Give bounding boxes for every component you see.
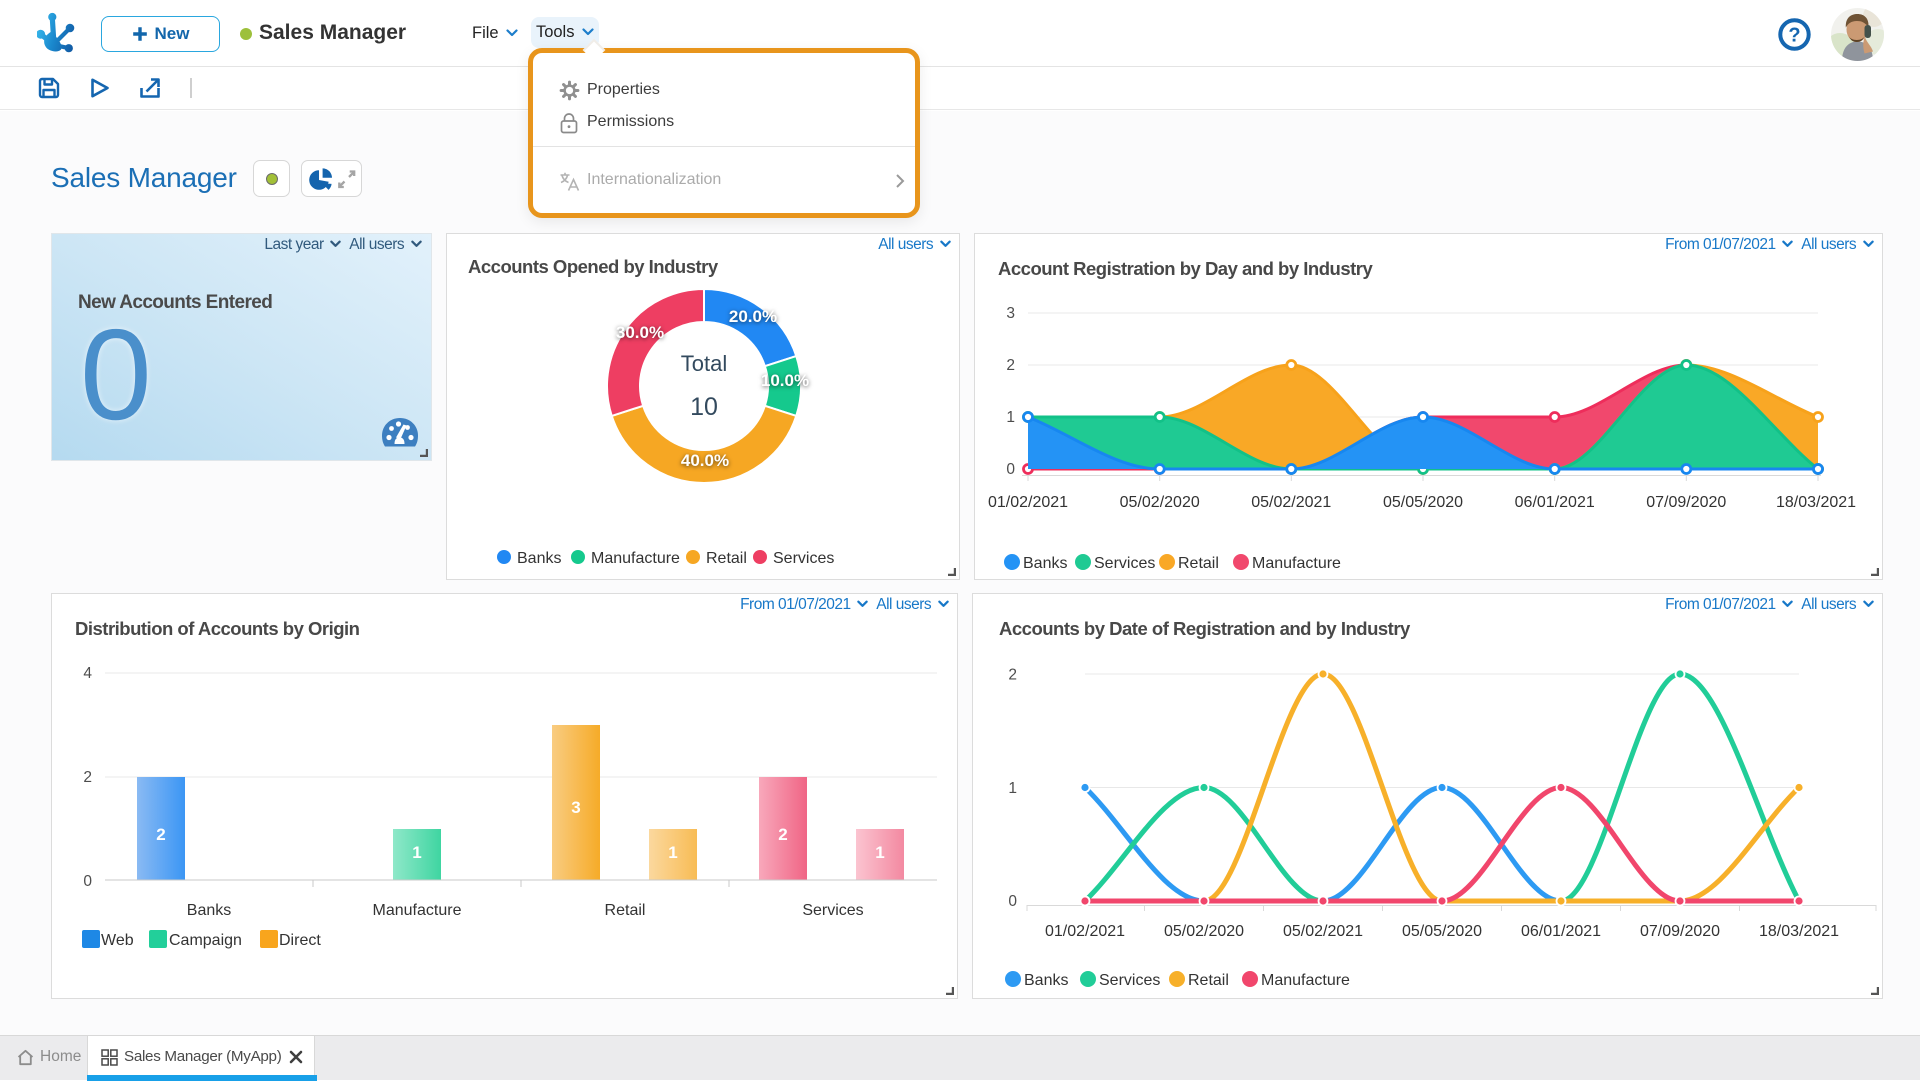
svg-text:01/02/2021: 01/02/2021 [988,494,1068,511]
svg-text:07/09/2020: 07/09/2020 [1646,494,1726,511]
svg-text:05/02/2021: 05/02/2021 [1251,494,1331,511]
svg-text:20.0%: 20.0% [729,307,777,326]
svg-text:Banks: Banks [1023,555,1067,572]
svg-text:1: 1 [1008,780,1017,797]
svg-text:Manufacture: Manufacture [591,550,680,567]
svg-text:18/03/2021: 18/03/2021 [1759,923,1839,940]
svg-text:2: 2 [156,825,165,844]
svg-text:05/05/2020: 05/05/2020 [1383,494,1463,511]
svg-text:18/03/2021: 18/03/2021 [1776,494,1856,511]
svg-text:Retail: Retail [605,902,646,919]
svg-text:Retail: Retail [706,550,747,567]
svg-text:06/01/2021: 06/01/2021 [1521,923,1601,940]
svg-text:2: 2 [1006,357,1015,374]
svg-text:3: 3 [571,798,580,817]
svg-text:1: 1 [412,843,421,862]
svg-text:Retail: Retail [1188,972,1229,989]
svg-text:05/02/2020: 05/02/2020 [1120,494,1200,511]
svg-text:4: 4 [83,665,92,682]
svg-text:10: 10 [690,393,718,421]
svg-text:05/02/2020: 05/02/2020 [1164,923,1244,940]
svg-text:10.0%: 10.0% [761,371,809,390]
svg-text:Web: Web [101,932,134,949]
svg-text:Banks: Banks [1024,972,1068,989]
svg-text:Campaign: Campaign [169,932,242,949]
svg-text:Services: Services [1099,972,1160,989]
svg-text:06/01/2021: 06/01/2021 [1515,494,1595,511]
svg-text:01/02/2021: 01/02/2021 [1045,923,1125,940]
svg-text:Banks: Banks [517,550,561,567]
svg-text:Services: Services [773,550,834,567]
svg-text:0: 0 [1006,461,1015,478]
svg-text:1: 1 [1006,409,1015,426]
svg-text:1: 1 [668,843,677,862]
svg-text:40.0%: 40.0% [681,451,729,470]
svg-text:0: 0 [1008,893,1017,910]
svg-text:Services: Services [1094,555,1155,572]
svg-text:Manufacture: Manufacture [373,902,462,919]
svg-text:05/05/2020: 05/05/2020 [1402,923,1482,940]
svg-text:Total: Total [681,351,727,376]
svg-text:Banks: Banks [187,902,231,919]
svg-text:0: 0 [83,873,92,890]
svg-text:3: 3 [1006,305,1015,322]
svg-text:Manufacture: Manufacture [1252,555,1341,572]
svg-text:Retail: Retail [1178,555,1219,572]
svg-text:Services: Services [802,902,863,919]
svg-text:2: 2 [778,825,787,844]
svg-text:07/09/2020: 07/09/2020 [1640,923,1720,940]
svg-text:Manufacture: Manufacture [1261,972,1350,989]
svg-text:1: 1 [875,843,884,862]
svg-text:05/02/2021: 05/02/2021 [1283,923,1363,940]
svg-text:30.0%: 30.0% [616,323,664,342]
svg-text:Direct: Direct [279,932,321,949]
svg-text:?: ? [1788,25,1800,47]
svg-text:2: 2 [83,769,92,786]
svg-text:2: 2 [1008,667,1017,684]
